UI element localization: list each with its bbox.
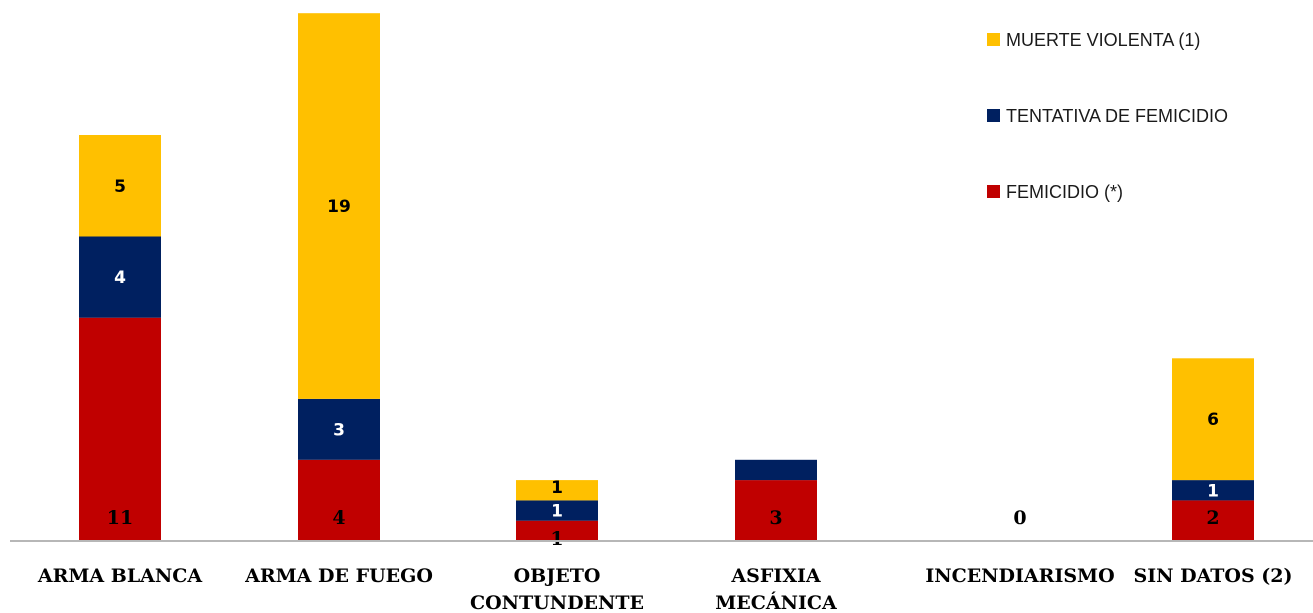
bar-segment — [516, 500, 598, 521]
category-labels-group: ARMA BLANCA ARMA DE FUEGO OBJETO CONTUNDENT… — [37, 565, 1293, 613]
category-label: OBJETO — [514, 565, 601, 587]
legend-label: MUERTE VIOLENTA (1) — [1006, 30, 1200, 50]
bar-segment — [298, 459, 380, 541]
category-label: CONTUNDENTE — [470, 592, 644, 613]
data-label: 19 — [327, 197, 351, 217]
data-label: 6 — [1207, 410, 1219, 430]
category-label: ARMA BLANCA — [37, 565, 203, 587]
bar-segment — [79, 236, 161, 318]
data-label: 1 — [551, 478, 563, 498]
data-label: 4 — [114, 268, 126, 288]
category-label: ARMA DE FUEGO — [244, 565, 433, 587]
data-label: 2 — [1206, 507, 1219, 529]
legend-swatch — [987, 185, 1000, 198]
category-label: INCENDIARISMO — [925, 565, 1114, 587]
bar-segment — [1172, 500, 1254, 541]
bar-segment — [298, 13, 380, 399]
category-label: MECÁNICA — [715, 591, 837, 613]
legend: MUERTE VIOLENTA (1) TENTATIVA DE FEMICIDI… — [987, 30, 1228, 202]
data-label: 4 — [332, 507, 345, 529]
data-label: 1 — [551, 502, 563, 522]
bar-segment — [1172, 358, 1254, 481]
category-label: SIN DATOS (2) — [1134, 565, 1293, 587]
legend-label: TENTATIVA DE FEMICIDIO — [1006, 106, 1228, 126]
bar-segment — [516, 520, 598, 541]
bar-segment — [298, 398, 380, 460]
bar-segment — [79, 135, 161, 237]
legend-label: FEMICIDIO (*) — [1006, 182, 1123, 202]
bar-segment — [516, 480, 598, 501]
data-label: 5 — [114, 177, 126, 197]
category-label: ASFIXIA — [730, 565, 820, 587]
data-label: 3 — [769, 507, 782, 529]
data-label: 11 — [107, 507, 133, 529]
bar-segment — [79, 317, 161, 541]
data-label: 1 — [550, 528, 563, 550]
bars-group — [79, 13, 1254, 541]
legend-swatch — [987, 33, 1000, 46]
data-label: 3 — [333, 420, 345, 440]
bar-segment — [1172, 480, 1254, 501]
data-label: 1 — [1207, 481, 1219, 501]
data-label: 0 — [1013, 507, 1026, 529]
bar-segment — [735, 480, 817, 541]
legend-swatch — [987, 109, 1000, 122]
bar-segment — [735, 459, 817, 481]
